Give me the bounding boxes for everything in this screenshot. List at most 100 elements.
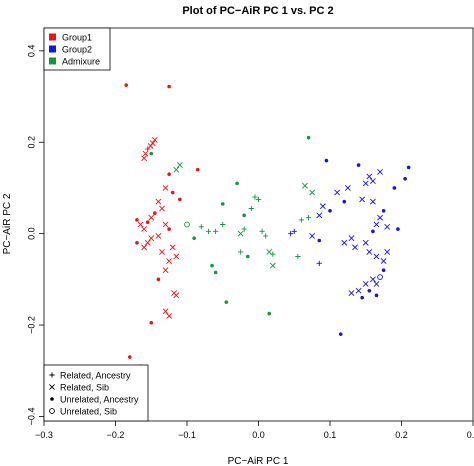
data-point — [328, 208, 332, 213]
data-points — [124, 83, 411, 391]
data-point — [396, 227, 400, 231]
data-point — [334, 189, 341, 196]
data-point — [295, 253, 301, 260]
data-point — [270, 251, 276, 257]
data-point — [377, 169, 383, 175]
data-point — [348, 235, 355, 242]
data-point — [205, 228, 212, 234]
data-point — [149, 151, 154, 156]
data-point — [124, 83, 129, 87]
legend-swatch — [49, 33, 56, 41]
data-point — [291, 228, 297, 234]
legend-label: Admixure — [62, 57, 100, 67]
data-point — [147, 142, 154, 149]
x-tick-label: 0.0 — [252, 430, 265, 440]
y-tick-label: 0.2 — [26, 136, 36, 149]
data-point — [145, 220, 150, 225]
data-point — [248, 205, 254, 212]
data-point — [128, 355, 132, 359]
data-point — [162, 185, 169, 191]
data-point — [224, 300, 229, 304]
data-point — [151, 137, 158, 143]
data-point — [213, 228, 219, 234]
chart-title: Plot of PC−AiR PC 1 vs. PC 2 — [182, 5, 333, 17]
data-point — [159, 249, 165, 255]
data-point — [381, 208, 386, 213]
legend-label: Unrelated, Ancestry — [60, 395, 139, 405]
data-point — [235, 181, 239, 186]
x-axis-label: PC−AiR PC 1 — [228, 456, 289, 466]
data-point — [198, 224, 204, 230]
data-point — [135, 218, 139, 222]
y-tick-label: 0.4 — [26, 45, 36, 58]
data-point — [366, 249, 373, 255]
data-point — [362, 180, 369, 187]
data-point — [162, 308, 169, 315]
data-point — [263, 233, 269, 239]
data-point — [348, 290, 355, 296]
data-point — [141, 244, 148, 251]
data-point — [324, 158, 329, 163]
data-point — [309, 189, 316, 196]
data-point — [344, 185, 351, 191]
data-point — [352, 244, 358, 251]
legend-marker — [49, 372, 55, 378]
legend-label: Group2 — [62, 45, 92, 55]
x-axis: −0.3 −0.2 −0.1 0.0 0.1 0.2 0.3 — [35, 421, 474, 440]
data-point — [145, 146, 151, 152]
legend-swatch — [49, 45, 56, 53]
data-point — [359, 196, 366, 203]
data-point — [298, 217, 304, 223]
data-point — [366, 173, 373, 180]
x-tick-label: 0.3 — [467, 430, 474, 440]
data-point — [252, 194, 258, 200]
data-point — [210, 263, 214, 268]
data-point — [220, 202, 225, 206]
data-point — [142, 150, 149, 157]
data-point — [269, 262, 276, 269]
data-point — [316, 260, 322, 266]
legend-swatch — [49, 57, 56, 65]
x-tick-label: −0.1 — [178, 430, 196, 440]
data-point — [176, 162, 183, 169]
data-point — [369, 276, 376, 283]
data-point — [148, 214, 155, 221]
data-point — [242, 213, 246, 218]
legend-groups: Group1 Group2 Admixure — [43, 27, 111, 71]
legend-label: Group1 — [62, 33, 92, 43]
legend-marker — [49, 384, 55, 390]
data-point — [381, 268, 386, 272]
y-tick-label: −0.2 — [26, 316, 36, 334]
data-point — [178, 197, 182, 202]
data-point — [341, 239, 348, 246]
data-point — [173, 166, 180, 173]
data-point — [149, 320, 154, 325]
legend-box — [43, 364, 149, 422]
data-point — [302, 182, 308, 189]
data-point — [356, 163, 361, 167]
legend-shapes: Related, Ancestry Related, Sib Unrelated, … — [43, 364, 149, 422]
data-point — [166, 312, 173, 319]
y-tick-label: 0.0 — [26, 227, 36, 240]
data-point — [362, 280, 369, 287]
x-tick-label: 0.1 — [324, 430, 337, 440]
data-point — [380, 258, 387, 264]
data-point — [360, 295, 364, 300]
data-point — [306, 135, 311, 140]
y-axis: −0.4 −0.2 0.0 0.2 0.4 — [26, 45, 44, 426]
data-point — [316, 212, 323, 219]
legend-marker — [49, 408, 55, 414]
data-point — [384, 249, 391, 255]
data-point — [371, 229, 375, 234]
data-point — [213, 270, 218, 275]
data-point — [195, 167, 200, 172]
data-point — [369, 178, 376, 185]
y-tick-label: −0.4 — [26, 408, 36, 426]
data-point — [355, 287, 362, 294]
data-point — [309, 233, 316, 239]
data-point — [135, 240, 139, 245]
data-point — [167, 84, 171, 89]
data-point — [170, 190, 175, 195]
data-point — [162, 267, 169, 274]
